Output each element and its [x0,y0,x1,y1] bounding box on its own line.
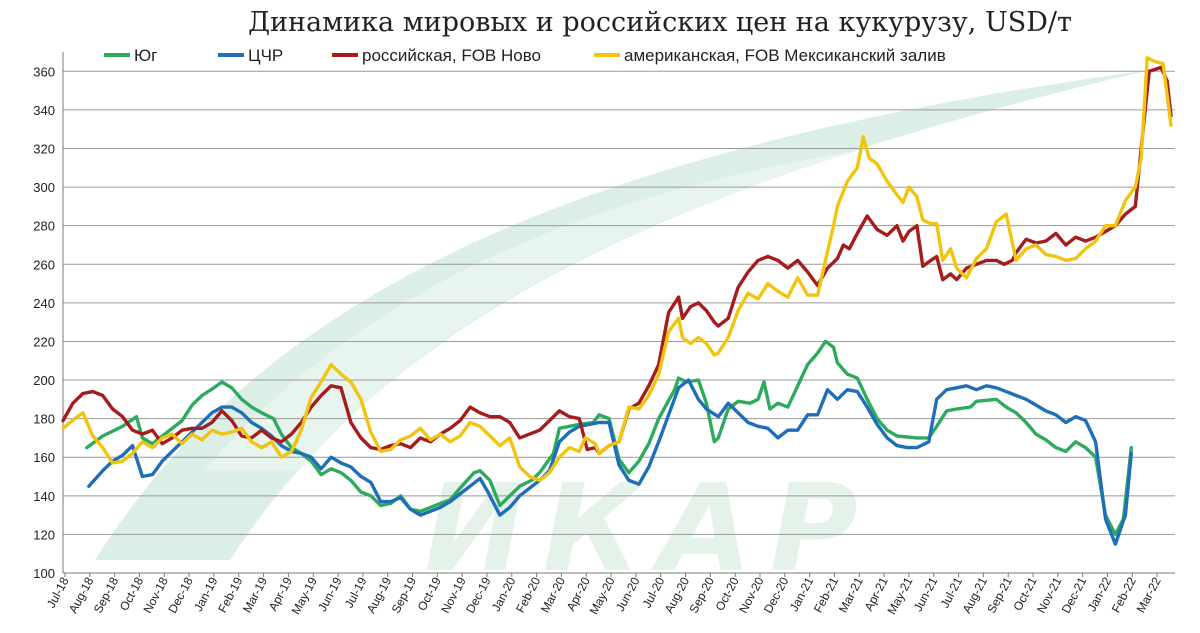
chart-title: Динамика мировых и российских цен на кук… [248,7,1072,38]
legend-label-4: американская, FOB Мексиканский залив [624,46,946,65]
legend-label-3: российская, FOB Ново [362,46,541,65]
x-tick-label: Jun-19 [315,575,345,614]
y-tick-label: 160 [33,450,55,465]
y-tick-label: 260 [33,257,55,272]
y-tick-label: 100 [33,566,55,581]
x-tick-label: Mar-19 [240,575,270,615]
gridlines [62,52,1175,574]
x-tick-label: Jun-21 [911,575,941,614]
x-tick-label: Sep-18 [91,575,122,616]
series-line-3 [61,65,1173,456]
x-tick-label: Mar-22 [1134,575,1164,615]
y-tick-label: 180 [33,412,55,427]
x-tick-label: Dec-18 [165,575,196,616]
ikar-watermark: ИКАР [95,70,1150,599]
y-tick-label: 120 [33,527,55,542]
legend-label-1: Юг [134,46,157,65]
legend: Юг ЦЧР российская, FOB Ново американская, F… [104,46,946,65]
y-tick-label: 220 [33,334,55,349]
legend-label-2: ЦЧР [248,46,283,65]
y-tick-label: 240 [33,296,55,311]
y-tick-label: 340 [33,103,55,118]
y-tick-label: 140 [33,489,55,504]
plot-area [61,56,1173,546]
y-tick-label: 360 [33,64,55,79]
x-tick-label: Sep-21 [984,575,1015,616]
watermark-swoosh [95,70,1150,560]
y-axis-tick-labels: 100 120 140 160 180 200 220 240 260 280 300 320 340 3… [33,64,55,581]
x-axis-tick-labels: Jul-18Aug-18Sep-18Oct-18Nov-18Dec-18Jan-… [44,573,1164,617]
y-tick-label: 280 [33,219,55,234]
watermark-swoosh-inner [205,150,860,470]
y-tick-label: 200 [33,373,55,388]
x-tick-label: Dec-21 [1059,575,1090,616]
y-tick-label: 320 [33,141,55,156]
series-line-4 [61,56,1173,483]
x-tick-label: Sep-19 [389,575,420,616]
y-tick-label: 300 [33,180,55,195]
